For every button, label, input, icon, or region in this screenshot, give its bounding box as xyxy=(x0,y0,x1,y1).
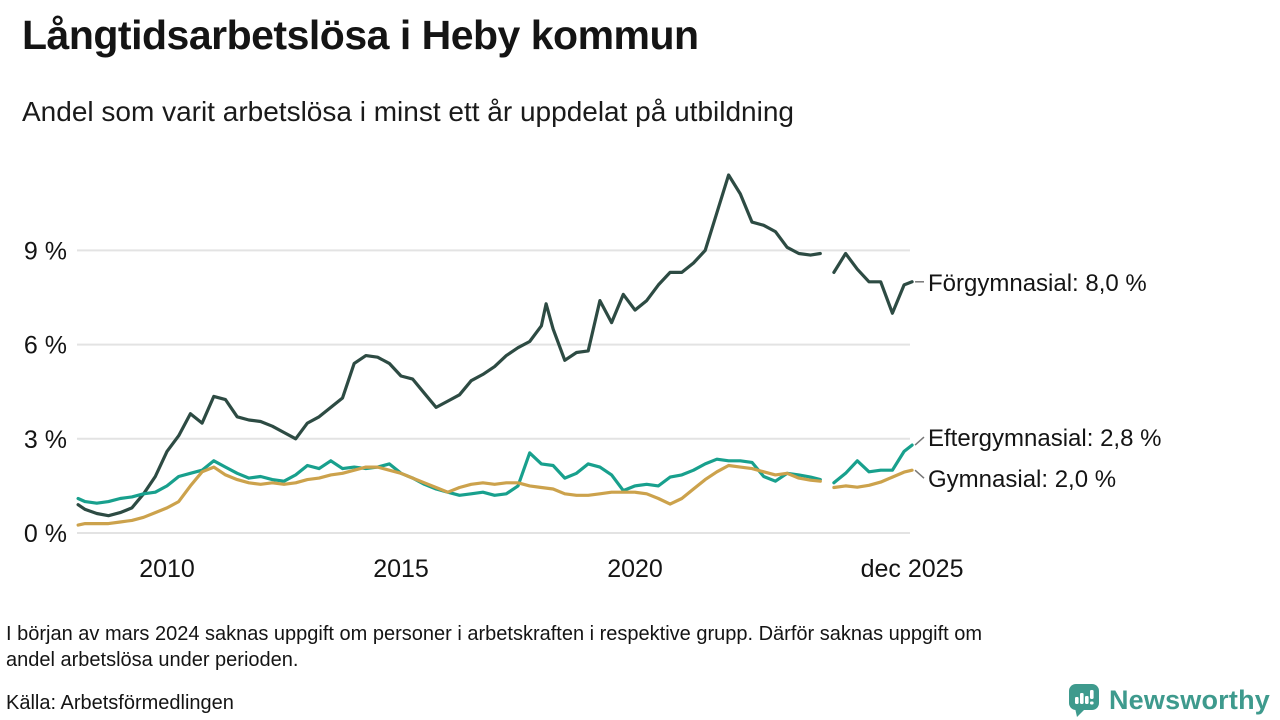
series-line-eftergymnasial xyxy=(832,443,914,485)
newsworthy-wordmark: Newsworthy xyxy=(1108,684,1270,715)
label-connector xyxy=(914,436,925,446)
label-connector xyxy=(914,469,925,479)
y-axis-tick-labels: 0 % 3 % 6 % 9 % xyxy=(24,237,67,548)
y-tick-label: 3 % xyxy=(24,426,67,454)
x-tick-label: 2010 xyxy=(139,555,195,583)
series-lines xyxy=(76,173,914,527)
series-line-gymnasial xyxy=(832,468,914,490)
x-tick-label: 2015 xyxy=(373,555,429,583)
footnote-line-2: andel arbetslösa under perioden. xyxy=(6,648,299,671)
page-subtitle: Andel som varit arbetslösa i minst ett å… xyxy=(22,96,794,127)
series-end-label-förgymnasial: Förgymnasial: 8,0 % xyxy=(928,270,1147,297)
series-end-label-gymnasial: Gymnasial: 2,0 % xyxy=(928,466,1116,493)
gridlines xyxy=(77,249,910,534)
series-end-label-eftergymnasial: Eftergymnasial: 2,8 % xyxy=(928,425,1161,452)
y-tick-label: 0 % xyxy=(24,520,67,548)
footnote: I början av mars 2024 saknas uppgift om … xyxy=(6,622,1266,673)
series-end-labels: Förgymnasial: 8,0 % Eftergymnasial: 2,8 %… xyxy=(914,270,1161,493)
y-tick-label: 9 % xyxy=(24,237,67,265)
series-line-förgymnasial xyxy=(76,173,822,518)
series-line-förgymnasial xyxy=(832,251,914,315)
x-tick-label: 2020 xyxy=(607,555,663,583)
newsworthy-branding: Newsworthy xyxy=(1066,682,1270,718)
series-line-gymnasial xyxy=(76,463,822,527)
source-note: Källa: Arbetsförmedlingen xyxy=(6,692,234,714)
footnote-line-1: I början av mars 2024 saknas uppgift om … xyxy=(6,623,983,645)
page-title: Långtidsarbetslösa i Heby kommun xyxy=(22,12,699,58)
newsworthy-logo-icon xyxy=(1068,684,1099,717)
line-chart: 0 % 3 % 6 % 9 % 2010 2015 2020 dec 2025 Förgym… xyxy=(24,173,1161,583)
y-tick-label: 6 % xyxy=(24,332,67,360)
x-axis-tick-labels: 2010 2015 2020 dec 2025 xyxy=(139,555,963,583)
x-tick-label: dec 2025 xyxy=(861,555,964,583)
